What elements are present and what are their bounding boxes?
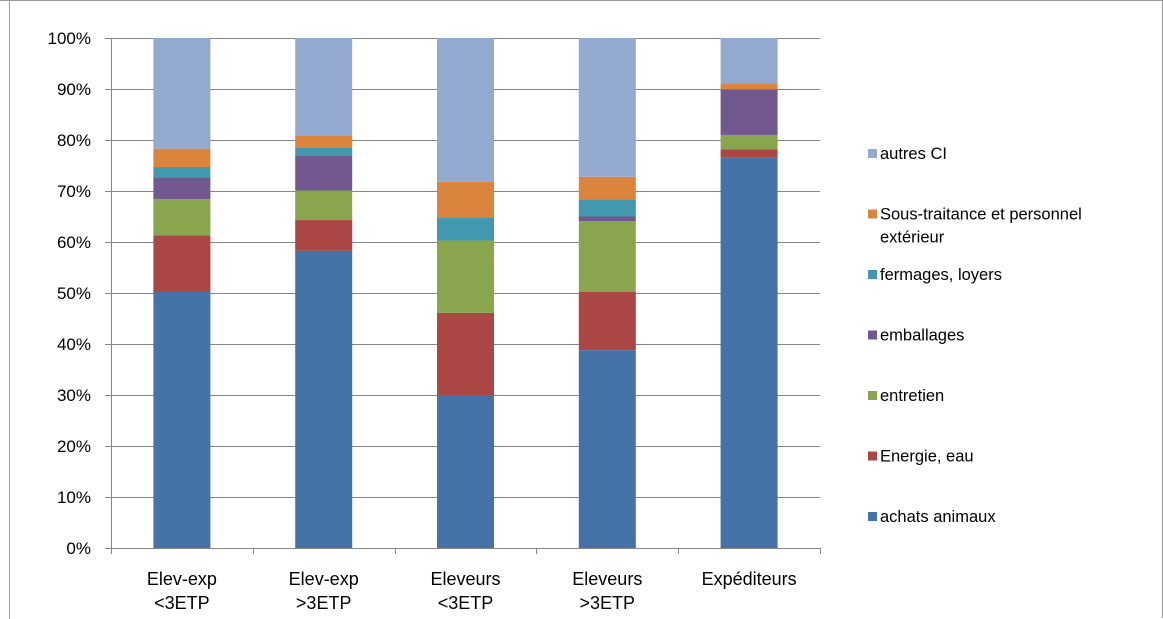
- y-axis-tick-labels: 0% 10% 20% 30% 40% 50% 60% 70% 80% 90% 100%: [48, 29, 91, 558]
- bar-segment: [578, 38, 636, 177]
- y-tick-label: 100%: [48, 29, 91, 48]
- legend-label: Sous-traitance et personnel extérieur: [880, 206, 1082, 247]
- bar-segment: [153, 235, 211, 292]
- bars: [153, 38, 778, 549]
- bar-segment: [437, 312, 494, 395]
- bar-segment: [578, 199, 636, 217]
- bar-segment: [437, 218, 494, 241]
- legend: autres CI Sous-traitance et personnel exté…: [868, 145, 1082, 526]
- bar-segment: [437, 395, 494, 548]
- legend-label: Energie, eau: [880, 448, 974, 466]
- bar-segment: [295, 220, 353, 251]
- y-tick-label: 20%: [57, 437, 91, 456]
- bar-segment: [578, 176, 636, 200]
- x-category-label: Expéditeurs: [702, 569, 797, 589]
- legend-swatch: [868, 391, 877, 400]
- bar-segment: [153, 177, 211, 200]
- bar-segment: [153, 148, 211, 168]
- y-tick-label: 0%: [66, 539, 91, 558]
- bar-segment: [295, 135, 353, 148]
- bar-segment: [153, 38, 211, 149]
- bar-segment: [295, 250, 353, 549]
- legend-label: emballages: [880, 327, 964, 345]
- axes: [105, 38, 821, 554]
- legend-swatch: [868, 330, 877, 340]
- x-category-label: Elev-exp >3ETP: [289, 569, 359, 613]
- legend-label: achats animaux: [880, 508, 996, 526]
- legend-label: autres CI: [880, 145, 947, 163]
- legend-swatch: [868, 512, 877, 521]
- bar-segment: [578, 350, 636, 548]
- legend-swatch: [868, 209, 877, 219]
- bar-segment: [295, 147, 353, 156]
- legend-label: fermages, loyers: [880, 266, 1002, 284]
- bar-segment: [578, 221, 636, 292]
- bar-segment: [153, 291, 211, 548]
- bar-segment: [153, 167, 211, 178]
- bar-segment: [437, 38, 494, 182]
- y-tick-label: 80%: [57, 131, 91, 150]
- bar-segment: [720, 149, 778, 158]
- bar-segment: [720, 157, 778, 548]
- y-tick-label: 70%: [57, 182, 91, 201]
- y-tick-label: 40%: [57, 335, 91, 354]
- legend-swatch: [868, 270, 877, 279]
- x-category-label: Elev-exp <3ETP: [147, 569, 217, 613]
- bar-segment: [578, 216, 636, 222]
- bar-segment: [295, 38, 353, 136]
- bar-segment: [720, 83, 778, 90]
- bar-segment: [720, 38, 778, 84]
- x-axis-category-labels: Elev-exp <3ETP Elev-exp >3ETP Eleveurs <3ETP E…: [147, 569, 797, 613]
- legend-swatch: [868, 451, 877, 461]
- legend-label: entretien: [880, 387, 944, 405]
- y-tick-label: 30%: [57, 386, 91, 405]
- bar-segment: [578, 291, 636, 351]
- y-tick-label: 50%: [57, 284, 91, 303]
- bar-segment: [437, 240, 494, 313]
- bar-segment: [295, 190, 353, 221]
- bar-segment: [720, 134, 778, 150]
- y-tick-label: 60%: [57, 233, 91, 252]
- frame-left-rule: [9, 1, 10, 619]
- x-category-label: Eleveurs <3ETP: [430, 569, 500, 613]
- y-tick-label: 10%: [57, 488, 91, 507]
- y-tick-label: 90%: [57, 80, 91, 99]
- bar-segment: [720, 89, 778, 135]
- legend-swatch: [868, 149, 877, 158]
- bar-segment: [437, 181, 494, 219]
- bar-segment: [295, 155, 353, 191]
- x-category-label: Eleveurs >3ETP: [572, 569, 642, 613]
- bar-segment: [153, 199, 211, 236]
